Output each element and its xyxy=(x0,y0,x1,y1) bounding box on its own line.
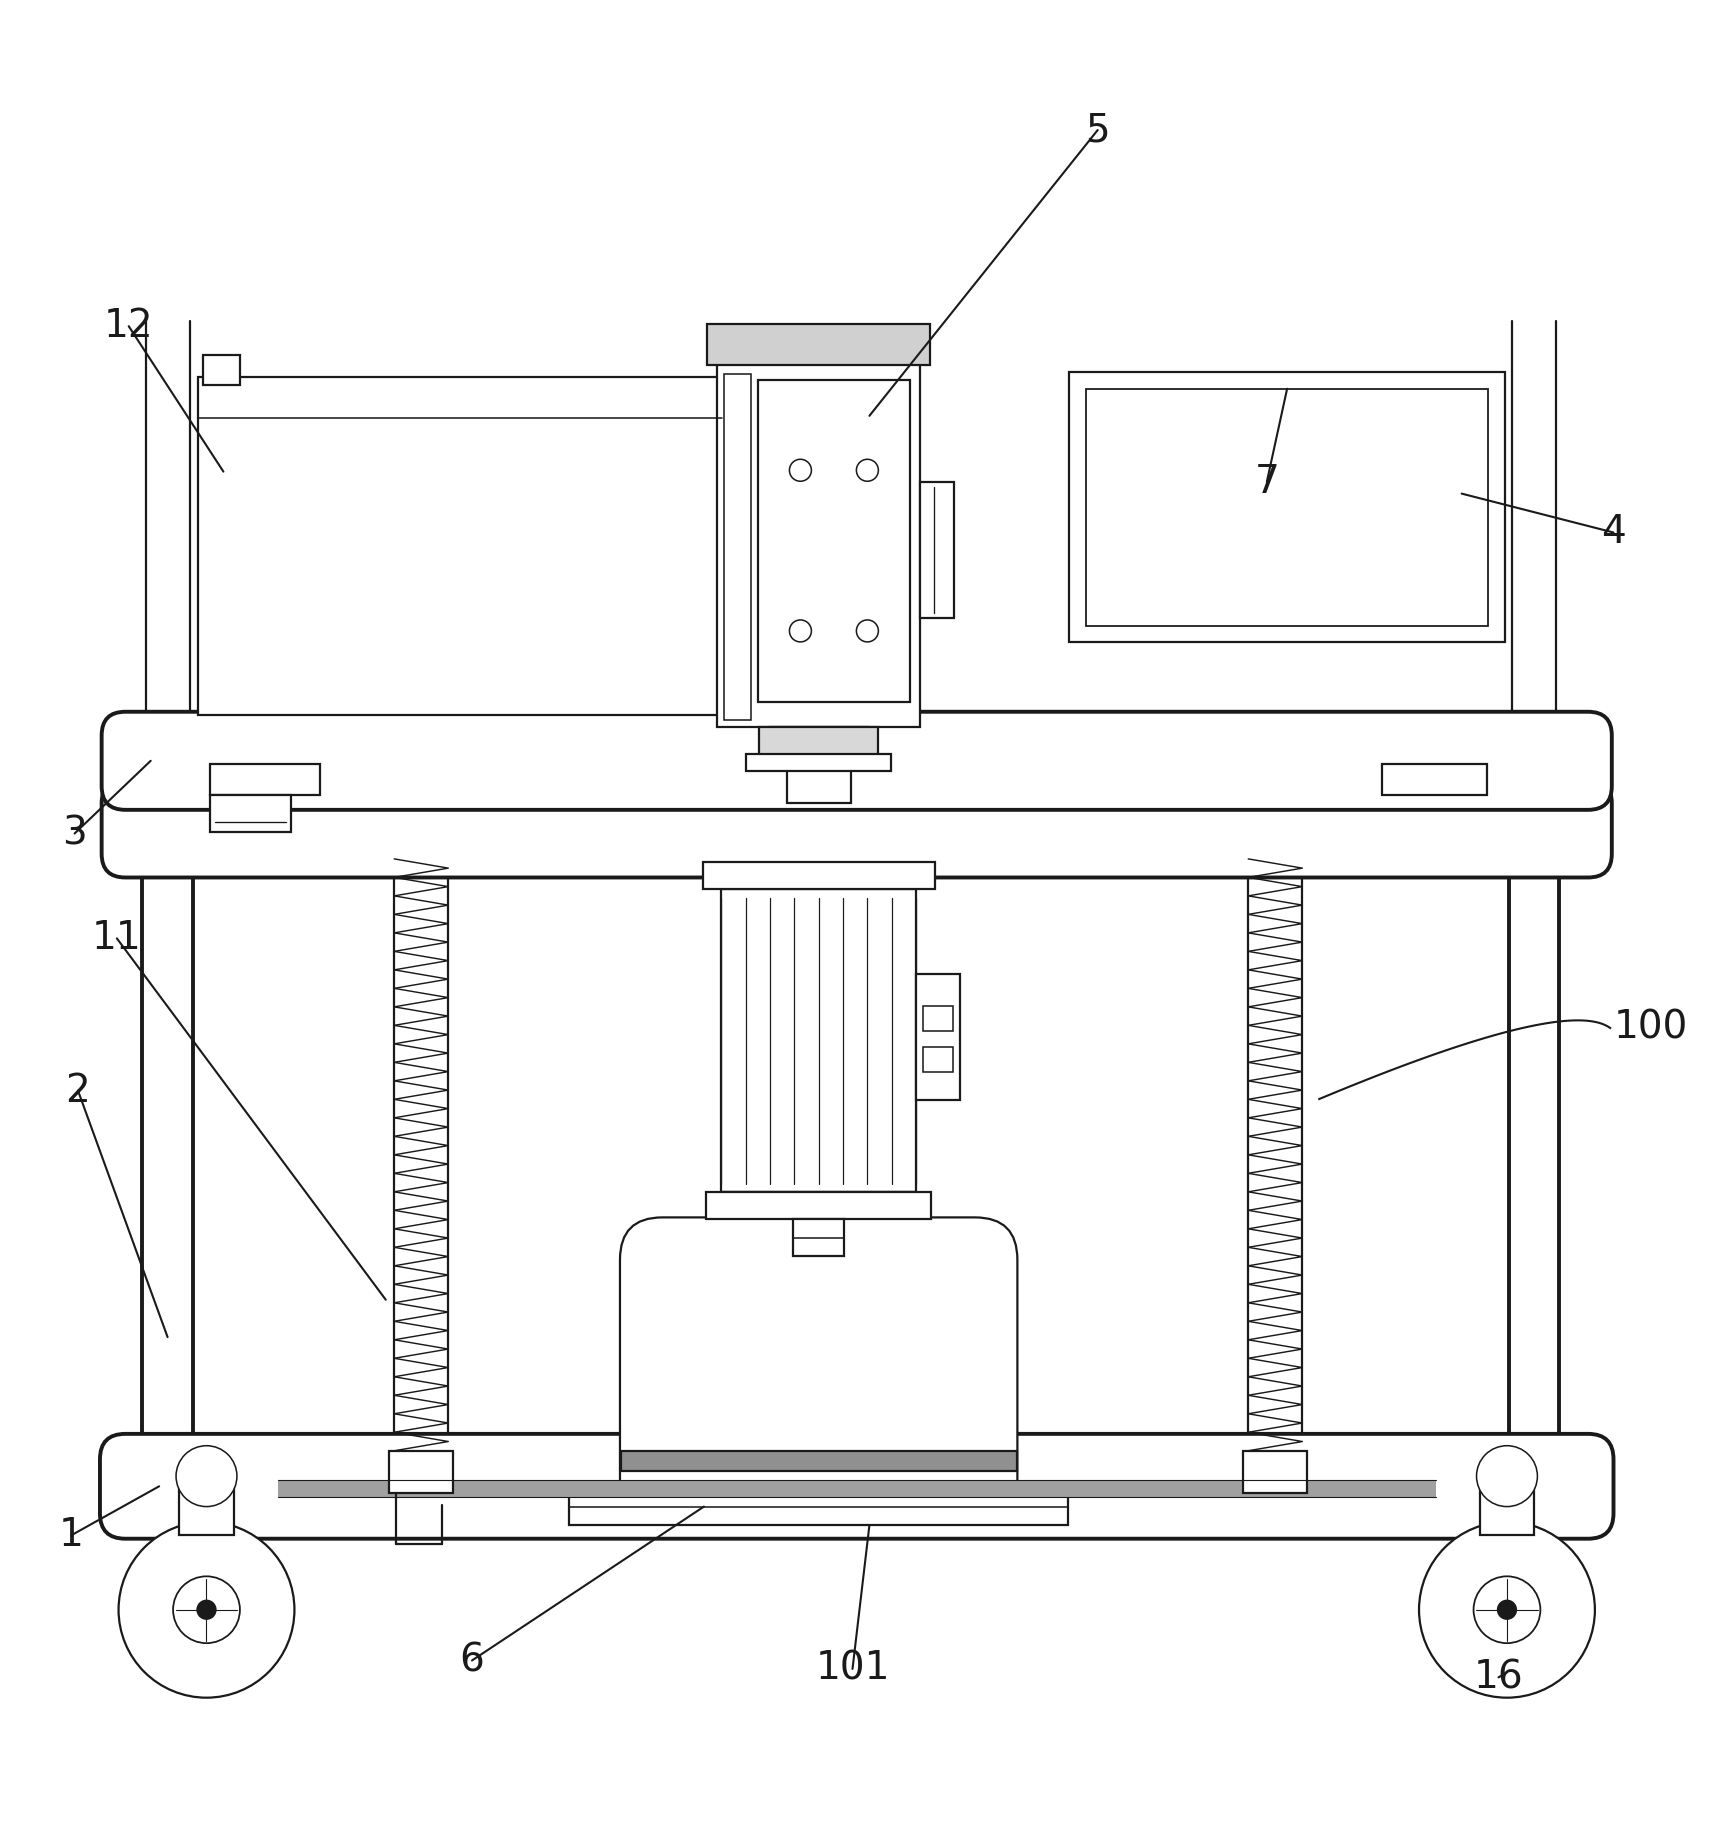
Bar xyxy=(786,736,851,803)
Circle shape xyxy=(176,1446,236,1506)
Bar xyxy=(923,1006,952,1032)
Bar xyxy=(1480,1475,1535,1536)
FancyBboxPatch shape xyxy=(101,712,1612,811)
Bar xyxy=(793,1220,845,1256)
Bar xyxy=(278,1479,1435,1497)
Bar xyxy=(620,1452,1018,1472)
Circle shape xyxy=(1418,1521,1595,1698)
Circle shape xyxy=(856,621,879,643)
Text: 100: 100 xyxy=(1614,1010,1687,1046)
FancyBboxPatch shape xyxy=(101,780,1612,878)
Circle shape xyxy=(790,460,812,482)
Bar xyxy=(745,754,891,771)
Polygon shape xyxy=(569,1452,1069,1525)
Bar xyxy=(725,374,750,719)
Bar xyxy=(706,1192,932,1220)
Bar xyxy=(923,1046,952,1072)
Text: 4: 4 xyxy=(1602,513,1626,551)
Bar xyxy=(718,338,920,727)
Bar xyxy=(211,794,291,833)
Text: 2: 2 xyxy=(65,1072,91,1110)
Text: 101: 101 xyxy=(815,1651,889,1687)
Bar xyxy=(1509,855,1559,1459)
Bar xyxy=(757,380,910,701)
Bar xyxy=(142,855,194,1459)
Bar xyxy=(916,975,959,1099)
Circle shape xyxy=(197,1600,216,1620)
Bar xyxy=(1244,1452,1307,1494)
Text: 16: 16 xyxy=(1473,1658,1523,1696)
Bar xyxy=(721,889,916,1192)
Circle shape xyxy=(790,621,812,643)
Bar xyxy=(204,354,240,385)
Bar xyxy=(211,765,320,794)
Text: 7: 7 xyxy=(1254,462,1280,500)
Circle shape xyxy=(118,1521,295,1698)
Bar xyxy=(707,325,930,365)
FancyBboxPatch shape xyxy=(620,1218,1018,1521)
Bar xyxy=(1382,765,1487,794)
Bar xyxy=(569,1488,1069,1525)
Bar xyxy=(920,482,954,617)
Circle shape xyxy=(1477,1446,1537,1506)
Text: 11: 11 xyxy=(93,918,142,957)
Circle shape xyxy=(173,1576,240,1643)
Text: 1: 1 xyxy=(58,1516,84,1554)
Bar xyxy=(180,1475,233,1536)
Bar xyxy=(1069,373,1506,643)
Bar xyxy=(769,727,868,752)
Bar xyxy=(1086,389,1489,626)
Bar xyxy=(389,1452,454,1494)
Circle shape xyxy=(856,460,879,482)
FancyBboxPatch shape xyxy=(99,1433,1614,1539)
Bar xyxy=(759,727,877,758)
Text: 3: 3 xyxy=(62,814,87,853)
Text: 12: 12 xyxy=(104,307,154,345)
Circle shape xyxy=(1473,1576,1540,1643)
Bar xyxy=(702,862,935,889)
Text: 5: 5 xyxy=(1086,111,1110,150)
Circle shape xyxy=(1497,1600,1518,1620)
Text: 6: 6 xyxy=(459,1642,485,1680)
Bar xyxy=(199,376,723,716)
